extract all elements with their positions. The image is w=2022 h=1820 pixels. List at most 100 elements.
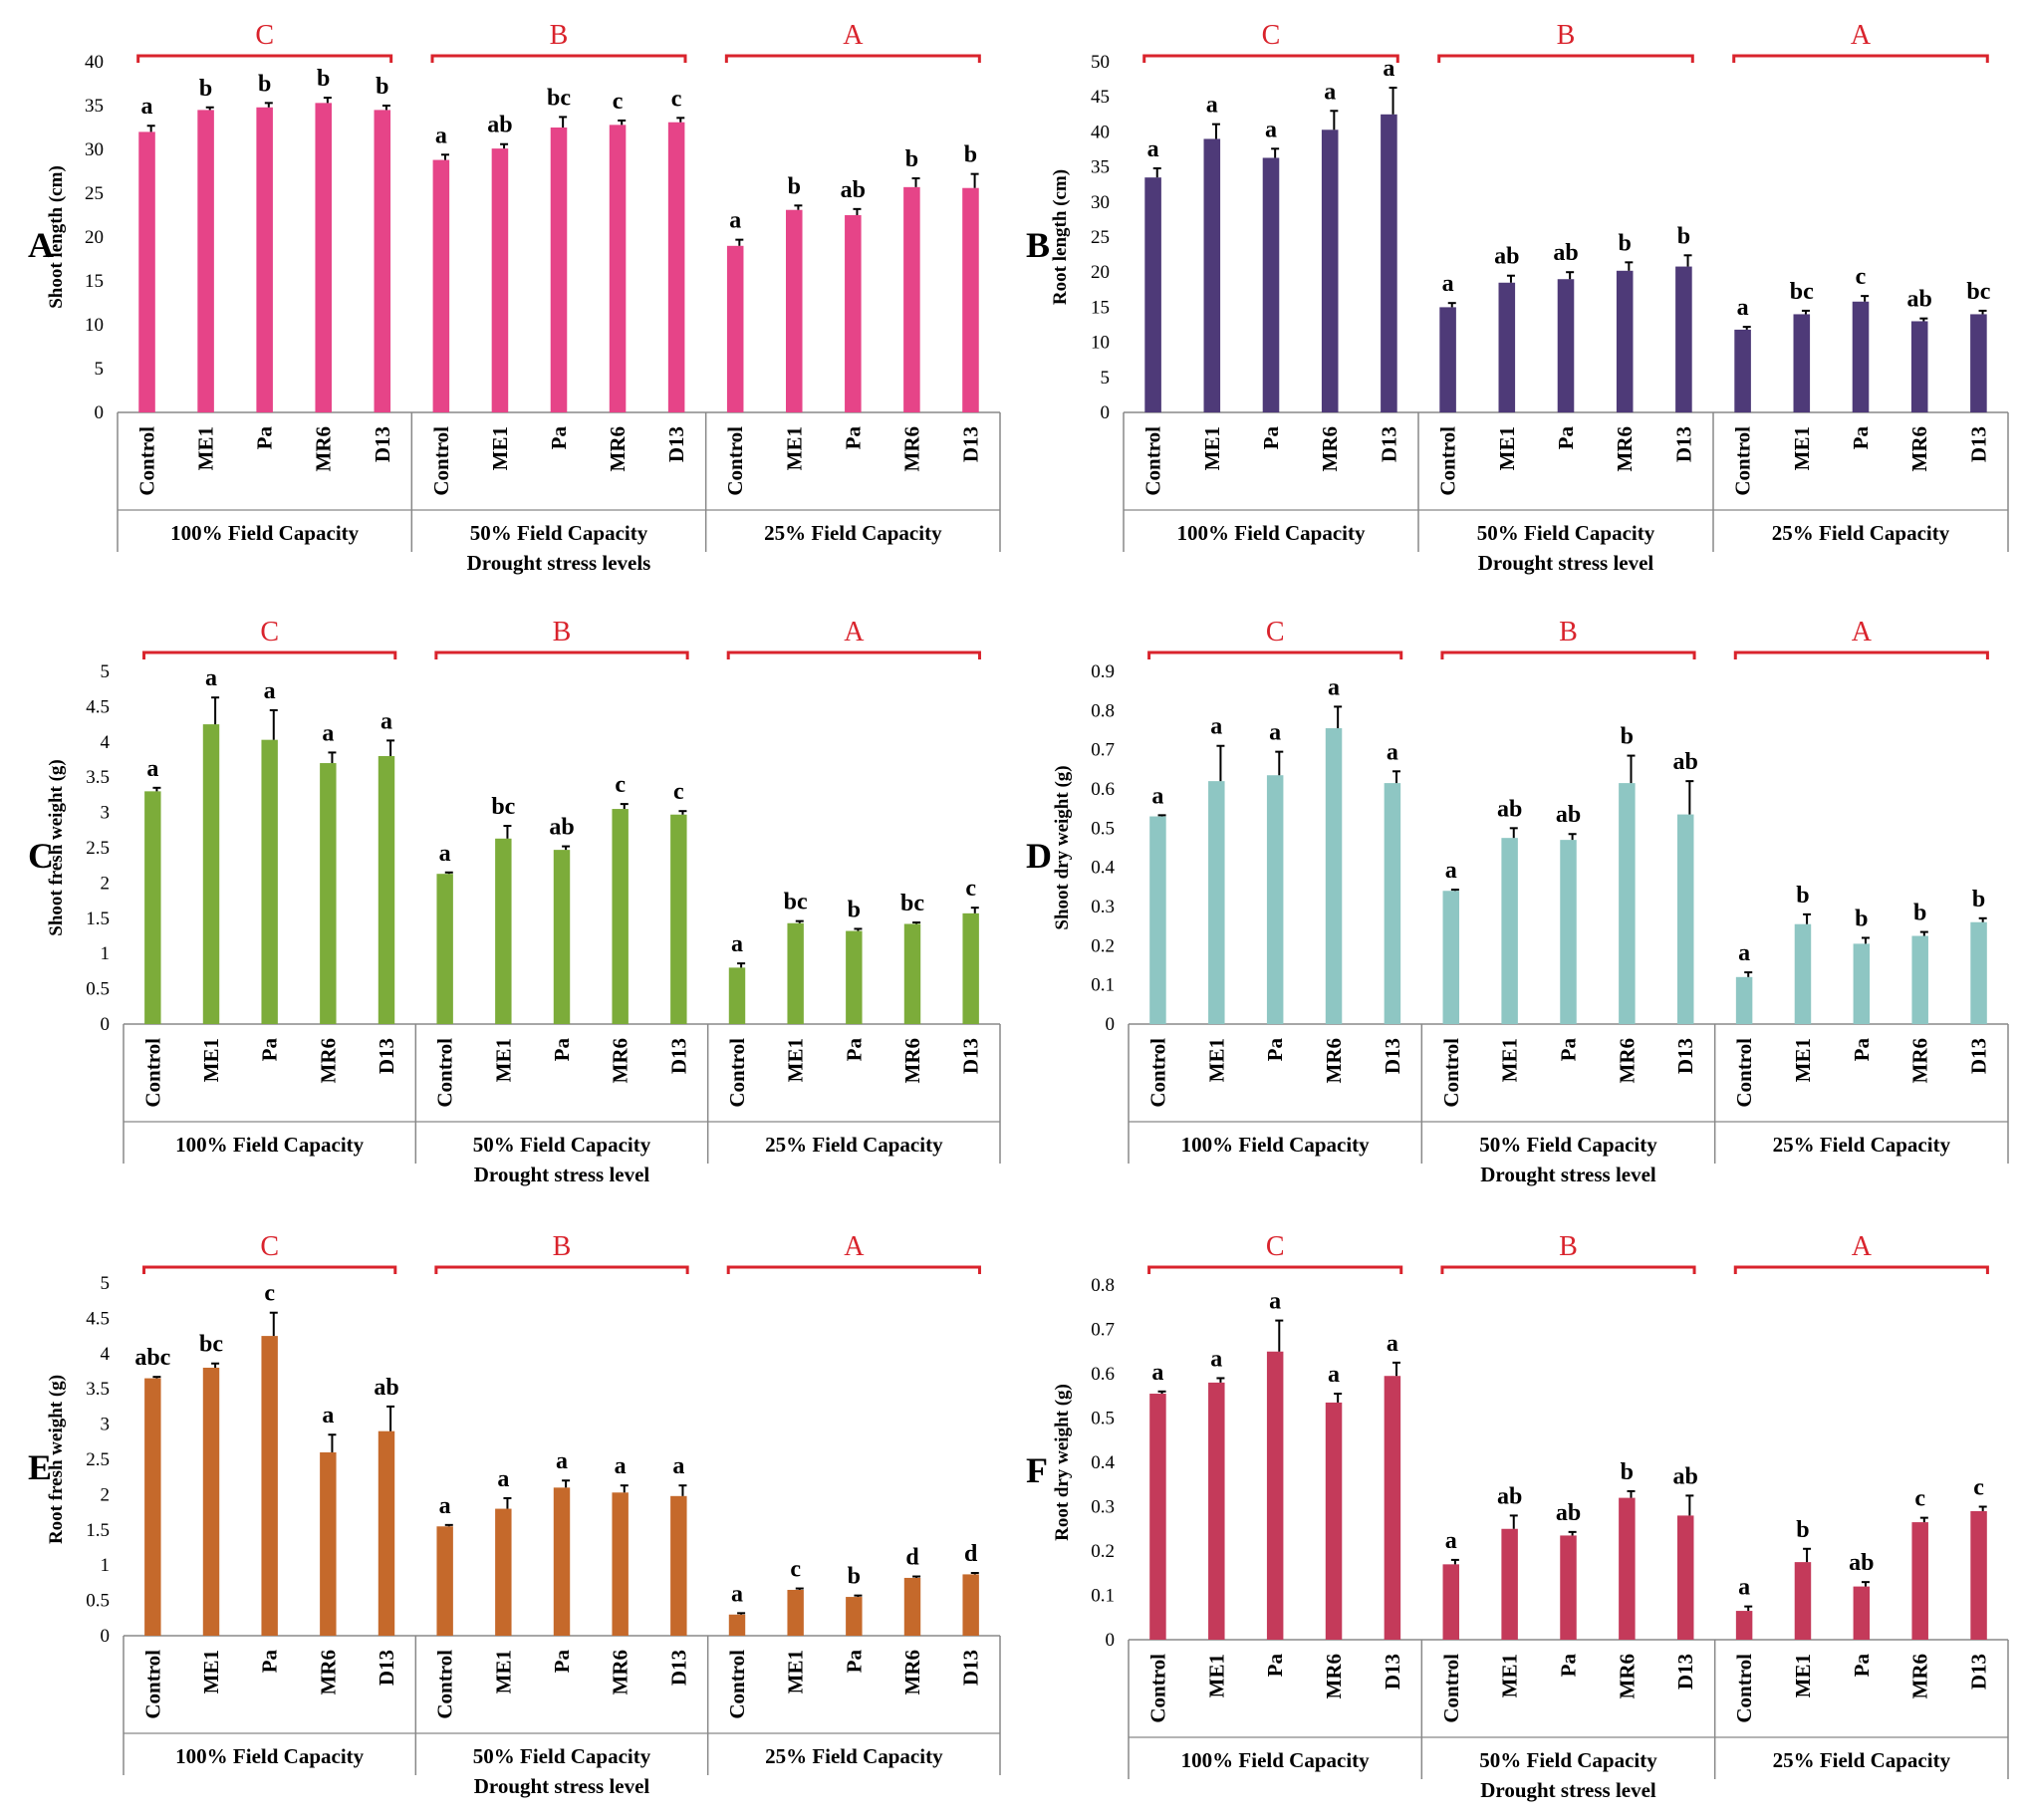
category-label: ME1 [1790, 426, 1814, 470]
y-tick-label: 0.5 [1091, 1409, 1115, 1430]
significance-label: a [1210, 714, 1222, 740]
bar [144, 791, 161, 1024]
bar [553, 850, 571, 1024]
category-label: Control [433, 1650, 457, 1719]
y-axis-label: Root dry weight (g) [1052, 1384, 1073, 1541]
y-tick-label: 50 [1091, 52, 1110, 73]
category-label: Pa [1557, 1038, 1581, 1062]
significance-label: ab [1556, 1500, 1581, 1526]
significance-label: a [1738, 940, 1750, 966]
bar [1501, 1528, 1518, 1640]
significance-label: c [1856, 264, 1867, 290]
significance-label: a [1387, 739, 1398, 765]
bar [1619, 1497, 1636, 1640]
bar [432, 159, 450, 412]
y-tick-label: 0 [1106, 1014, 1116, 1035]
bar [1325, 1402, 1343, 1640]
group-letter: B [1559, 617, 1578, 648]
significance-label: b [1972, 887, 1985, 912]
category-label: MR6 [316, 1650, 340, 1695]
significance-label: a [439, 841, 451, 867]
significance-label: ab [1673, 1463, 1698, 1489]
bar [1442, 1564, 1460, 1640]
y-axis-label: Shoot fresh weight (g) [46, 759, 67, 936]
category-label: MR6 [1318, 426, 1342, 472]
y-tick-label: 0 [101, 1626, 111, 1647]
y-tick-label: 0 [1101, 402, 1111, 423]
x-axis-label: Drought stress level [1480, 1778, 1656, 1802]
significance-label: a [322, 720, 334, 746]
bar [1560, 1535, 1577, 1640]
bar [320, 763, 337, 1024]
category-label: MR6 [1907, 426, 1931, 472]
y-tick-label: 45 [1091, 87, 1110, 108]
category-label: Control [429, 426, 453, 496]
bar [1853, 1586, 1871, 1640]
y-tick-label: 2 [101, 873, 111, 894]
y-tick-label: 35 [1091, 157, 1110, 178]
chart-panel-d: 0 0.1 0.2 0.3 0.4 0.5 0.6 0.7 0.8 0.9 Shoot dry we… [1026, 617, 2009, 1186]
significance-label: a [1206, 93, 1218, 119]
group-label: 25% Field Capacity [764, 521, 942, 545]
category-label: Pa [842, 1038, 866, 1062]
category-label: MR6 [606, 426, 630, 472]
bar [726, 245, 744, 412]
category-label: D13 [664, 426, 688, 462]
category-label: D13 [1377, 426, 1400, 462]
category-label: D13 [1673, 1654, 1697, 1690]
bar [261, 1336, 278, 1636]
y-tick-label: 25 [1091, 227, 1110, 248]
y-tick-label: 3.5 [86, 1379, 110, 1400]
group-letter: A [1852, 617, 1873, 648]
y-tick-label: 1 [101, 1555, 111, 1576]
bar [1853, 943, 1871, 1024]
bar [903, 186, 920, 412]
significance-label: c [673, 779, 684, 805]
bar [1501, 838, 1518, 1024]
category-label: Control [725, 1038, 749, 1108]
category-label: ME1 [488, 426, 512, 470]
significance-label: bc [900, 891, 924, 916]
significance-label: a [1328, 1362, 1340, 1388]
significance-label: b [1913, 901, 1926, 926]
bar [378, 1430, 395, 1636]
bar [1911, 935, 1928, 1024]
group-label: 50% Field Capacity [1479, 1133, 1657, 1157]
bar [787, 922, 804, 1024]
bar [667, 122, 685, 412]
panel-letter: D [1026, 836, 1052, 876]
category-label: MR6 [899, 426, 923, 472]
group-bracket [1437, 54, 1694, 63]
y-tick-label: 0.2 [1091, 1541, 1115, 1562]
significance-label: a [1328, 674, 1340, 700]
y-tick-label: 0.2 [1091, 935, 1115, 956]
category-label: ME1 [1204, 1038, 1228, 1082]
significance-label: bc [491, 794, 515, 820]
group-bracket [1732, 54, 1989, 63]
significance-label: bc [1966, 279, 1990, 305]
y-tick-label: 1.5 [86, 909, 110, 929]
significance-label: a [205, 665, 217, 691]
bar [378, 755, 395, 1024]
significance-label: a [1442, 271, 1454, 297]
y-tick-label: 0.6 [1091, 779, 1115, 800]
category-label: ME1 [784, 1650, 808, 1693]
bar [1734, 329, 1751, 412]
category-label: Control [1141, 426, 1165, 496]
y-tick-label: 0.1 [1091, 1586, 1115, 1607]
significance-label: a [1265, 117, 1277, 142]
bar [1794, 1562, 1812, 1640]
category-label: Pa [550, 1038, 574, 1062]
group-bracket [1733, 1265, 1989, 1274]
category-label: MR6 [1613, 426, 1637, 472]
category-label: Control [1145, 1038, 1169, 1108]
category-label: Control [1732, 1038, 1756, 1108]
group-letter: B [553, 617, 572, 648]
significance-label: ab [1556, 802, 1581, 828]
group-bracket [142, 1265, 397, 1274]
bar [609, 125, 627, 413]
category-label: D13 [375, 1650, 398, 1686]
bar [1498, 282, 1516, 412]
significance-label: b [1621, 1459, 1634, 1485]
